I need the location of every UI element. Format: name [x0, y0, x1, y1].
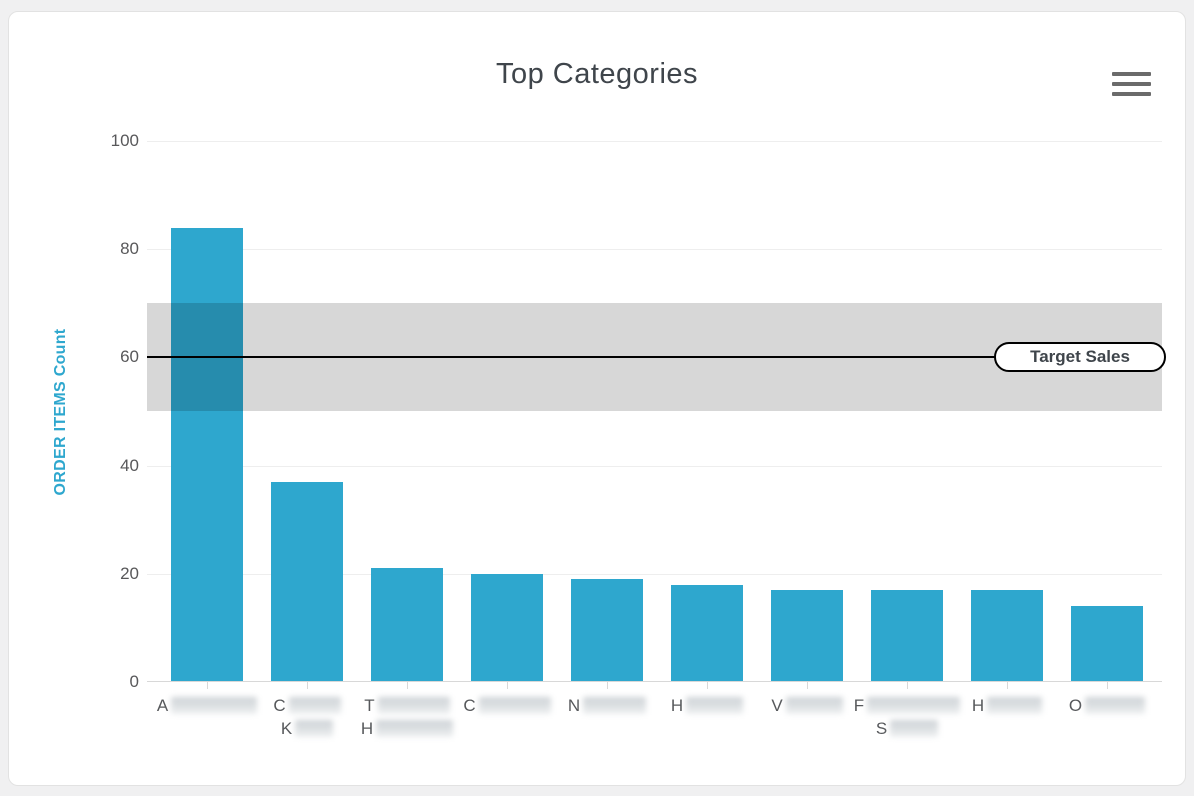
x-axis-label-line: H — [907, 694, 1107, 717]
bar-c[interactable] — [471, 573, 543, 681]
x-axis-label: N — [507, 694, 707, 717]
x-axis-label-line: O — [1007, 694, 1194, 717]
bar-h[interactable] — [671, 584, 743, 681]
redacted-text — [686, 697, 744, 714]
x-tick — [407, 682, 408, 689]
category-letter: V — [771, 696, 783, 715]
category-letter: N — [567, 696, 581, 715]
y-tick-label: 80 — [120, 239, 139, 259]
chart-title: Top Categories — [495, 58, 699, 90]
x-axis-label: V — [707, 694, 907, 717]
chart-card: Top Categories ORDER ITEMS Count Target … — [8, 11, 1186, 786]
redacted-text — [478, 697, 551, 714]
x-axis-label: C — [407, 694, 607, 717]
category-letter: T — [364, 696, 375, 715]
redacted-text — [890, 720, 939, 737]
x-axis-label-line: N — [507, 694, 707, 717]
x-axis-label: H — [907, 694, 1107, 717]
category-letter: K — [280, 719, 293, 738]
redacted-text — [583, 697, 647, 714]
category-letter: H — [670, 696, 684, 715]
x-tick — [607, 682, 608, 689]
y-gridline — [147, 465, 1162, 467]
y-tick-label: 20 — [120, 563, 139, 583]
x-axis-label-line: T — [307, 694, 507, 717]
x-axis-label-line: F — [807, 694, 1007, 717]
y-tick-label: 100 — [110, 131, 139, 150]
category-letter: H — [971, 696, 985, 715]
x-tick — [807, 682, 808, 689]
x-tick — [707, 682, 708, 689]
category-letter: A — [156, 696, 169, 715]
redacted-text — [987, 697, 1043, 714]
category-letter: S — [875, 719, 888, 738]
redacted-text — [376, 720, 454, 737]
y-tick-label: 60 — [120, 347, 139, 367]
x-axis-label-line: V — [707, 694, 907, 717]
bar-o[interactable] — [1071, 606, 1143, 681]
x-axis-label-line: H — [607, 694, 807, 717]
target-line — [147, 356, 1162, 359]
category-letter: F — [853, 696, 865, 715]
redacted-text — [295, 720, 334, 737]
target-sales-label: Target Sales — [994, 342, 1166, 372]
x-axis-label-line: H — [307, 717, 507, 740]
bar-a[interactable] — [171, 227, 243, 681]
category-letter: C — [273, 696, 286, 715]
x-axis-label: H — [607, 694, 807, 717]
y-gridline — [147, 249, 1162, 251]
bar-h[interactable] — [971, 590, 1043, 681]
hamburger-bar — [1112, 82, 1151, 86]
redacted-text — [377, 697, 450, 714]
redacted-text — [867, 697, 961, 714]
bar-c[interactable] — [271, 481, 343, 681]
x-tick — [907, 682, 908, 689]
x-axis-label-line: K — [207, 717, 407, 740]
x-axis-label-line: C — [407, 694, 607, 717]
redacted-text — [171, 697, 258, 714]
x-axis-label: O — [1007, 694, 1194, 717]
x-tick — [1007, 682, 1008, 689]
plot-area — [147, 141, 1162, 689]
x-tick — [1107, 682, 1108, 689]
y-gridline — [147, 141, 1162, 142]
category-letter: O — [1068, 696, 1083, 715]
y-gridline — [147, 573, 1162, 575]
x-axis-line — [147, 681, 1162, 682]
bar-t[interactable] — [371, 568, 443, 681]
y-tick-label: 0 — [129, 672, 139, 691]
x-axis-label-line: C — [207, 694, 407, 717]
redacted-text — [288, 697, 341, 714]
y-tick-label: 40 — [120, 455, 139, 475]
bar-v[interactable] — [771, 590, 843, 681]
x-axis-label-line: S — [807, 717, 1007, 740]
x-tick — [207, 682, 208, 689]
x-axis-label-line: A — [107, 694, 307, 717]
category-letter: H — [360, 719, 374, 738]
x-tick — [307, 682, 308, 689]
hamburger-menu-icon[interactable] — [1112, 72, 1151, 96]
hamburger-bar — [1112, 92, 1151, 96]
x-tick — [507, 682, 508, 689]
bar-f[interactable] — [871, 590, 943, 681]
hamburger-bar — [1112, 72, 1151, 76]
redacted-text — [785, 697, 843, 714]
y-axis-title: ORDER ITEMS Count — [52, 328, 69, 496]
redacted-text — [1085, 697, 1146, 714]
x-axis-label: A — [107, 694, 307, 717]
bar-n[interactable] — [571, 579, 643, 681]
category-letter: C — [463, 696, 476, 715]
